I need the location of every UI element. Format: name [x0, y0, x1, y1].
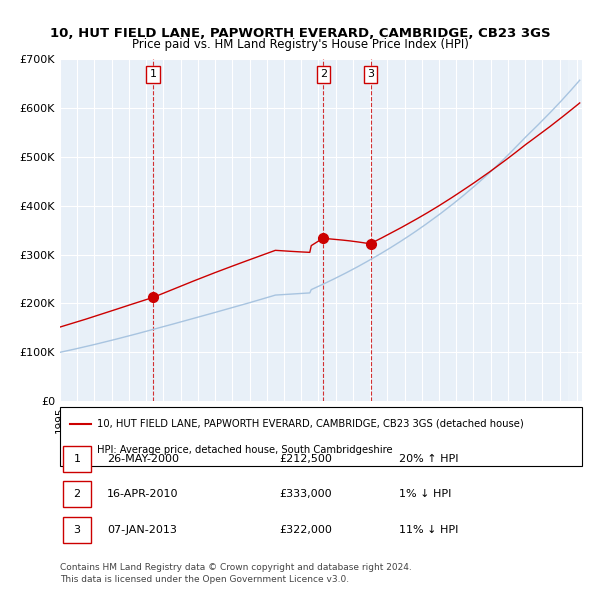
- FancyBboxPatch shape: [62, 481, 91, 507]
- Text: 26-MAY-2000: 26-MAY-2000: [107, 454, 179, 464]
- Text: 1: 1: [73, 454, 80, 464]
- Text: 20% ↑ HPI: 20% ↑ HPI: [400, 454, 459, 464]
- Text: HPI: Average price, detached house, South Cambridgeshire: HPI: Average price, detached house, Sout…: [97, 445, 392, 454]
- FancyBboxPatch shape: [60, 407, 582, 466]
- Text: 16-APR-2010: 16-APR-2010: [107, 489, 178, 499]
- Text: £333,000: £333,000: [279, 489, 332, 499]
- FancyBboxPatch shape: [62, 517, 91, 543]
- Text: £212,500: £212,500: [279, 454, 332, 464]
- Text: Contains HM Land Registry data © Crown copyright and database right 2024.: Contains HM Land Registry data © Crown c…: [60, 563, 412, 572]
- Text: 2: 2: [73, 489, 80, 499]
- Text: £322,000: £322,000: [279, 525, 332, 535]
- Text: Price paid vs. HM Land Registry's House Price Index (HPI): Price paid vs. HM Land Registry's House …: [131, 38, 469, 51]
- Text: 10, HUT FIELD LANE, PAPWORTH EVERARD, CAMBRIDGE, CB23 3GS: 10, HUT FIELD LANE, PAPWORTH EVERARD, CA…: [50, 27, 550, 40]
- Text: 3: 3: [73, 525, 80, 535]
- FancyBboxPatch shape: [62, 446, 91, 472]
- Text: This data is licensed under the Open Government Licence v3.0.: This data is licensed under the Open Gov…: [60, 575, 349, 584]
- Text: 3: 3: [367, 69, 374, 79]
- Text: 07-JAN-2013: 07-JAN-2013: [107, 525, 177, 535]
- Text: 2: 2: [320, 69, 327, 79]
- Text: 1: 1: [149, 69, 157, 79]
- Text: 1% ↓ HPI: 1% ↓ HPI: [400, 489, 452, 499]
- Text: 11% ↓ HPI: 11% ↓ HPI: [400, 525, 458, 535]
- Text: 10, HUT FIELD LANE, PAPWORTH EVERARD, CAMBRIDGE, CB23 3GS (detached house): 10, HUT FIELD LANE, PAPWORTH EVERARD, CA…: [97, 419, 523, 428]
- Polygon shape: [568, 59, 582, 401]
